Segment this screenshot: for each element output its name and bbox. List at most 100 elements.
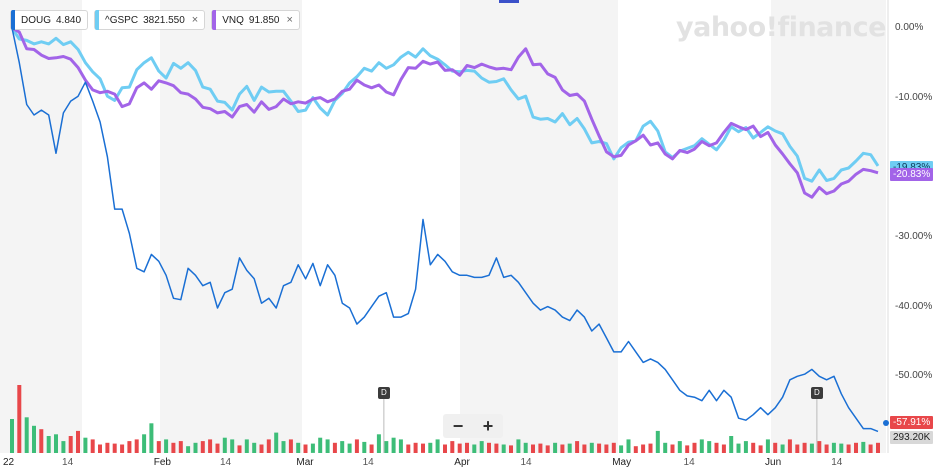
legend-chip-vnq[interactable]: VNQ 91.850 × bbox=[211, 10, 300, 30]
series-line-vnq[interactable] bbox=[11, 26, 879, 199]
y-tick-label: 0.00% bbox=[895, 21, 924, 33]
volume-bar bbox=[854, 442, 858, 453]
close-icon[interactable]: × bbox=[191, 14, 199, 26]
volume-bar bbox=[112, 443, 117, 453]
series-line-doug[interactable] bbox=[11, 27, 879, 433]
volume-bar bbox=[560, 444, 565, 453]
volume-bar bbox=[149, 423, 154, 453]
volume-bar bbox=[208, 439, 213, 453]
volume-bar bbox=[773, 442, 778, 453]
x-tick-label: 14 bbox=[683, 457, 695, 468]
price-tag-vnq: -20.83% bbox=[890, 168, 934, 181]
series-line-gspc[interactable] bbox=[10, 27, 880, 183]
volume-bar bbox=[714, 442, 719, 453]
legend-value: 4.840 bbox=[56, 14, 82, 26]
month-band bbox=[460, 0, 619, 453]
volume-bar bbox=[178, 441, 183, 453]
volume-bar bbox=[171, 442, 176, 453]
volume-bar bbox=[692, 442, 697, 453]
volume-bar bbox=[831, 442, 836, 453]
volume-bar bbox=[376, 434, 381, 453]
volume-bar bbox=[824, 444, 829, 453]
volume-bar bbox=[83, 437, 88, 453]
volume-bar bbox=[868, 444, 873, 453]
volume-bar bbox=[707, 441, 712, 453]
volume-bar bbox=[670, 444, 675, 453]
legend-swatch-doug bbox=[11, 10, 15, 30]
y-tick-label: -40.00% bbox=[895, 300, 933, 312]
volume-bar bbox=[582, 444, 587, 453]
x-tick-label: Apr bbox=[454, 457, 470, 468]
zoom-out-button[interactable]: − bbox=[452, 416, 464, 436]
volume-bar bbox=[846, 444, 851, 453]
volume-bar bbox=[369, 444, 374, 453]
close-icon[interactable]: × bbox=[286, 14, 293, 26]
volume-bar bbox=[230, 439, 235, 453]
volume-bar bbox=[876, 442, 880, 453]
volume-bar bbox=[384, 441, 389, 453]
x-tick-label: 14 bbox=[520, 457, 532, 468]
volume-bar bbox=[186, 446, 191, 453]
volume-bar bbox=[340, 441, 345, 453]
legend-symbol: VNQ bbox=[222, 14, 244, 26]
volume-bar bbox=[553, 442, 558, 453]
volume-bar bbox=[699, 439, 704, 453]
month-band bbox=[771, 0, 886, 453]
volume-bar bbox=[604, 444, 609, 453]
volume-bar bbox=[68, 436, 73, 453]
volume-bar bbox=[76, 430, 80, 453]
volume-bar bbox=[809, 443, 814, 453]
legend-chip-doug[interactable]: DOUG 4.840 bbox=[10, 10, 89, 30]
volume-bar bbox=[780, 444, 785, 453]
volume-bar bbox=[244, 439, 249, 453]
volume-bar bbox=[655, 430, 660, 453]
volume-bar bbox=[787, 439, 792, 453]
volume-bar bbox=[545, 445, 550, 453]
volume-bar bbox=[413, 442, 418, 453]
dividend-marker[interactable]: D bbox=[810, 387, 823, 399]
legend-value: 3821.550 bbox=[143, 14, 185, 26]
zoom-controls: − + bbox=[443, 414, 503, 438]
yahoo-finance-watermark: yahoo!finance bbox=[676, 12, 886, 43]
volume-bar bbox=[575, 441, 580, 453]
dividend-marker[interactable]: D bbox=[377, 387, 390, 399]
x-tick-label: 14 bbox=[219, 457, 232, 468]
volume-bar bbox=[472, 444, 477, 453]
volume-bar bbox=[61, 441, 66, 453]
volume-bar bbox=[259, 444, 264, 453]
volume-bar bbox=[479, 441, 484, 453]
legend-symbol: ^GSPC bbox=[105, 14, 139, 26]
volume-bar bbox=[134, 439, 139, 453]
volume-bar bbox=[398, 439, 403, 453]
volume-bar bbox=[501, 444, 506, 453]
legend-chip-gspc[interactable]: ^GSPC 3821.550 × bbox=[94, 10, 206, 30]
volume-bar bbox=[310, 443, 315, 453]
y-tick-label: -50.00% bbox=[895, 370, 933, 382]
volume-bar bbox=[215, 443, 220, 453]
volume-bar bbox=[531, 444, 535, 453]
volume-bar bbox=[332, 442, 337, 453]
volume-bar bbox=[362, 441, 367, 453]
volume-bar bbox=[685, 445, 690, 453]
zoom-in-button[interactable]: + bbox=[482, 416, 494, 436]
volume-bar bbox=[303, 444, 308, 453]
volume-bar bbox=[142, 434, 147, 453]
volume-bar bbox=[758, 445, 763, 453]
volume-bar bbox=[611, 442, 616, 453]
volume-bar bbox=[567, 443, 572, 453]
volume-bar bbox=[325, 439, 330, 453]
volume-bar bbox=[120, 444, 125, 453]
volume-bar bbox=[765, 439, 770, 453]
volume-bar bbox=[274, 432, 279, 453]
volume-bar bbox=[817, 441, 822, 453]
legend-swatch-gspc bbox=[95, 10, 100, 30]
last-point-dot bbox=[883, 420, 889, 426]
x-tick-label: 22 bbox=[3, 457, 15, 468]
volume-bar bbox=[677, 441, 682, 453]
volume-bar bbox=[457, 443, 462, 453]
volume-bar bbox=[347, 443, 352, 453]
volume-bar bbox=[193, 442, 198, 453]
volume-bar bbox=[802, 442, 807, 453]
